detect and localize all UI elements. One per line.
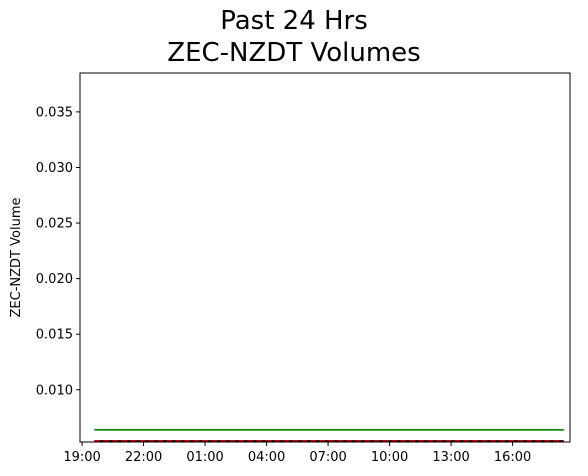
x-tick-label: 13:00 (432, 450, 469, 465)
y-tick-label: 0.030 (36, 161, 73, 176)
y-tick-label: 0.025 (36, 217, 73, 232)
x-tick-label: 19:00 (63, 450, 100, 465)
x-tick-label: 04:00 (248, 450, 285, 465)
y-tick-label: 0.010 (36, 383, 73, 398)
x-tick-label: 10:00 (371, 450, 408, 465)
series-layer (94, 428, 564, 442)
chart-title-line2: ZEC-NZDT Volumes (167, 38, 421, 68)
x-tick-label: 22:00 (125, 450, 162, 465)
x-tick-label: 16:00 (494, 450, 531, 465)
x-tick-label: 07:00 (309, 450, 346, 465)
plot-frame (79, 72, 571, 443)
y-tick-label: 0.020 (36, 272, 73, 287)
ticks-layer: 0.010 0.015 0.020 0.025 0.030 0.035 19:00 22:00… (36, 105, 532, 465)
x-tick-label: 01:00 (186, 450, 223, 465)
y-tick-label: 0.015 (36, 328, 73, 343)
y-axis-label: ZEC-NZDT Volume (9, 198, 24, 318)
y-tick-label: 0.035 (36, 105, 73, 120)
chart-title-line1: Past 24 Hrs (220, 6, 368, 36)
